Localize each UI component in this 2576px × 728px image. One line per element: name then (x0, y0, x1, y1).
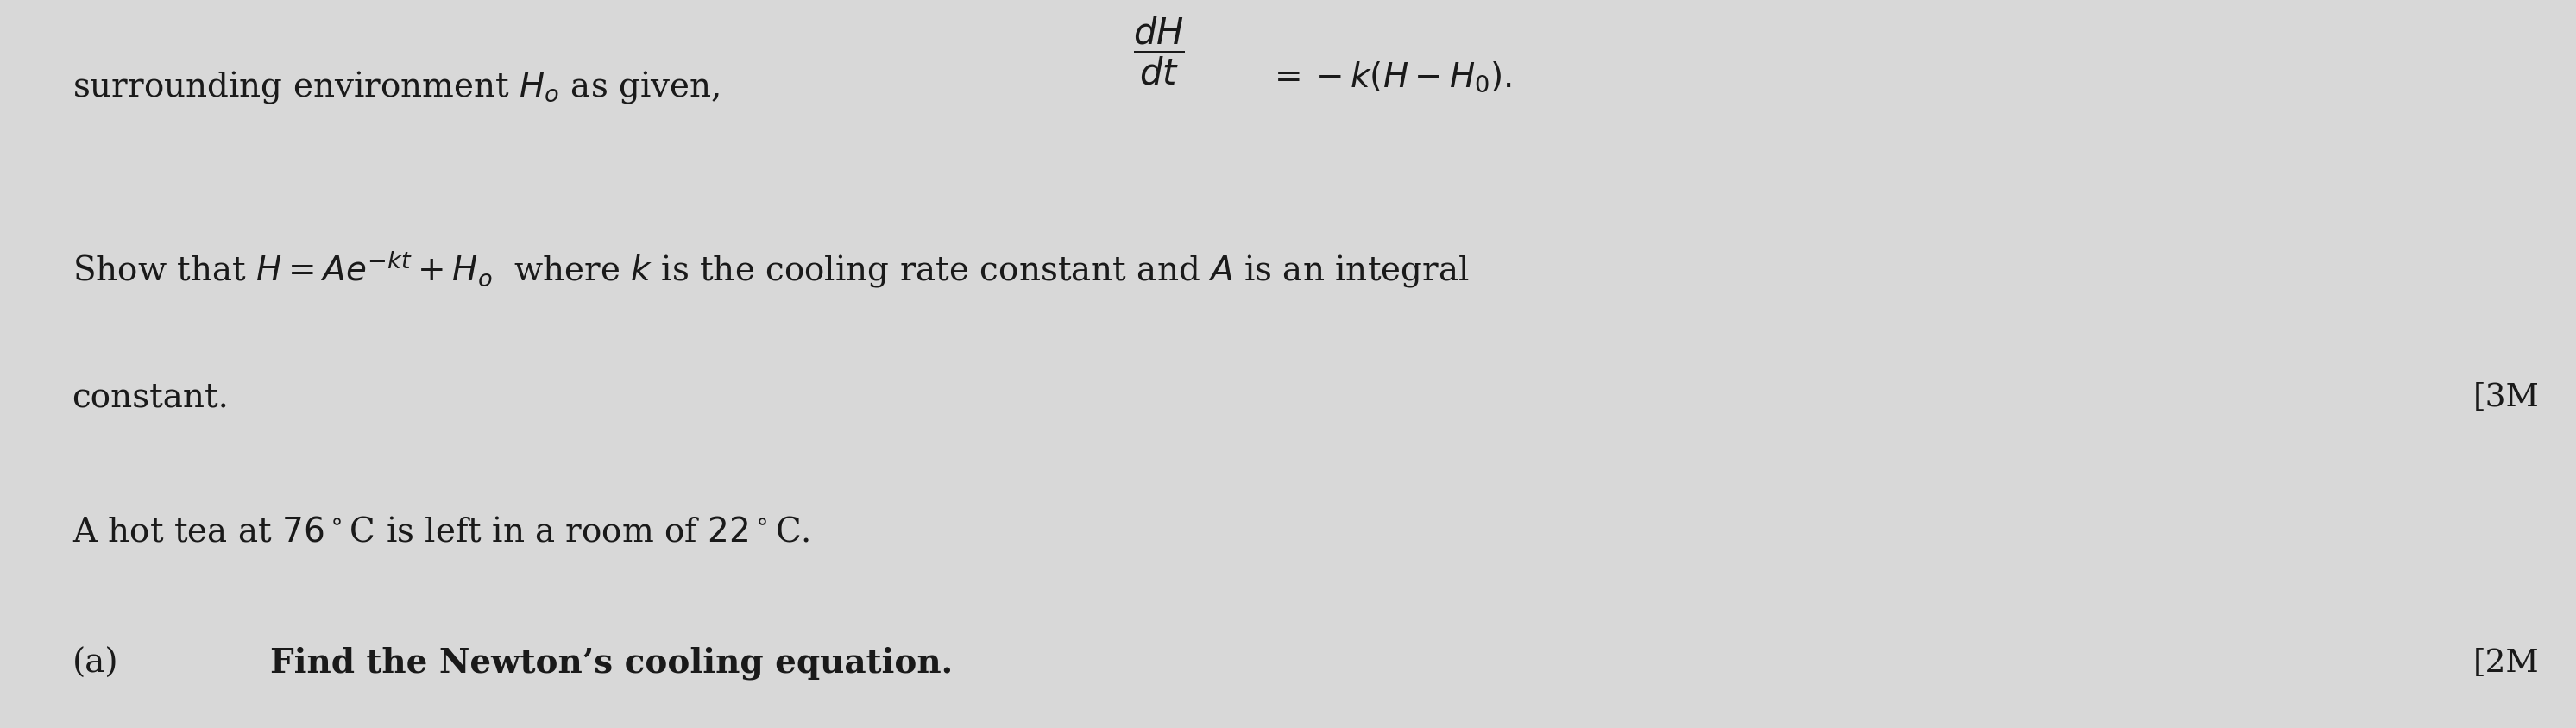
Text: surrounding environment $H_o$ as given,: surrounding environment $H_o$ as given, (72, 69, 719, 106)
Text: Show that $H = Ae^{-kt} + H_o$  where $k$ is the cooling rate constant and $A$ i: Show that $H = Ae^{-kt} + H_o$ where $k$… (72, 249, 1468, 290)
Text: constant.: constant. (72, 381, 229, 413)
Text: $= -k\left(H - H_0\right).$: $= -k\left(H - H_0\right).$ (1267, 60, 1512, 93)
Text: Find the Newton’s cooling equation.: Find the Newton’s cooling equation. (270, 646, 953, 679)
Text: A hot tea at $76^\circ$C is left in a room of $22^\circ$C.: A hot tea at $76^\circ$C is left in a ro… (72, 515, 809, 547)
Text: [2M: [2M (2473, 647, 2540, 678)
Text: (a): (a) (72, 646, 118, 678)
Text: $\dfrac{dH}{dt}$: $\dfrac{dH}{dt}$ (1133, 15, 1185, 87)
Text: [3M: [3M (2473, 381, 2540, 412)
